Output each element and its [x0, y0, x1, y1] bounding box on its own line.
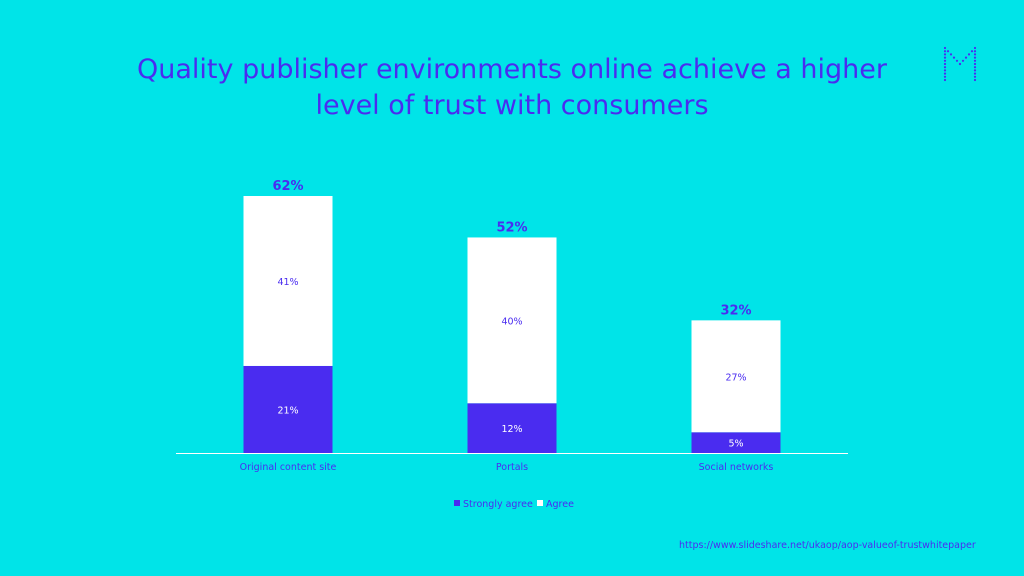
category-label: Portals: [496, 462, 528, 473]
legend-swatch-strongly-agree: [454, 500, 460, 506]
source-link[interactable]: https://www.slideshare.net/ukaop/aop-val…: [679, 540, 976, 551]
m-logo-icon: [943, 46, 977, 82]
legend-label-agree: Agree: [546, 499, 574, 510]
bar-total-label: 62%: [272, 179, 303, 194]
legend-swatch-agree: [537, 500, 543, 506]
bar-strongly-agree: [691, 432, 781, 453]
bar-label-strongly-agree: 5%: [728, 439, 743, 450]
bar-label-strongly-agree: 12%: [501, 424, 522, 435]
bar-label-strongly-agree: 21%: [277, 405, 298, 416]
bar-strongly-agree: [467, 403, 557, 453]
bar-strongly-agree: [243, 365, 333, 453]
bar-label-agree: 27%: [725, 372, 746, 383]
bar-agree: [467, 237, 557, 404]
chart-title: Quality publisher environments online ac…: [137, 54, 887, 121]
category-label: Social networks: [699, 462, 774, 473]
category-label: Original content site: [240, 462, 337, 473]
bar-agree: [691, 320, 781, 433]
bar-total-label: 52%: [496, 220, 527, 235]
bar-agree: [243, 196, 333, 366]
bar-label-agree: 40%: [501, 316, 522, 327]
bar-label-agree: 41%: [277, 277, 298, 288]
bar-total-label: 32%: [720, 303, 751, 318]
legend-label-strongly-agree: Strongly agree: [463, 499, 533, 510]
